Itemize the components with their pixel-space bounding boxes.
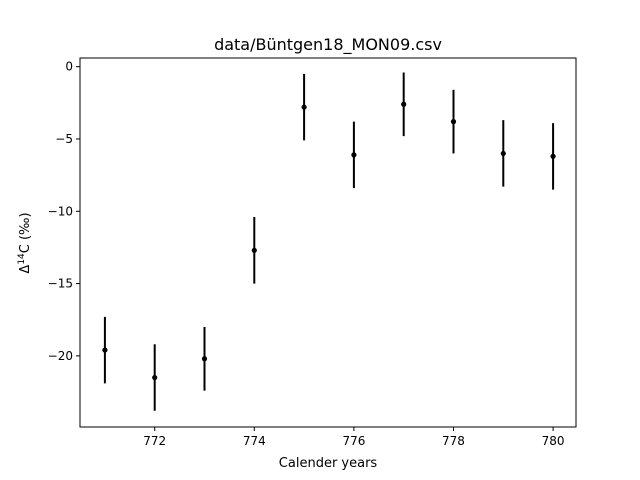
y-tick-label: −20 <box>48 349 73 363</box>
x-tick-label: 776 <box>342 434 365 448</box>
data-point <box>102 347 108 353</box>
data-point <box>450 119 457 125</box>
axes-frame <box>79 57 577 428</box>
data-point <box>351 152 357 158</box>
data-point <box>301 104 307 110</box>
y-axis-label-main: Δ <box>18 265 33 274</box>
y-tick-label: −5 <box>55 132 73 146</box>
data-point <box>550 153 556 159</box>
x-axis: 772 774 776 778 780 <box>143 427 565 448</box>
y-tick-label: −10 <box>48 204 73 218</box>
data-point <box>152 374 158 381</box>
y-axis-label-rest: C (‰) <box>18 212 33 253</box>
y-tick-label: 0 <box>65 60 73 74</box>
data-point <box>251 247 257 253</box>
x-tick-label: 772 <box>143 434 166 448</box>
data-point <box>500 150 506 157</box>
data-point <box>401 101 407 107</box>
y-axis: 0 −5 −10 −15 −20 <box>48 60 80 363</box>
x-tick-label: 780 <box>542 434 565 448</box>
x-tick-label: 774 <box>243 434 266 448</box>
x-axis-label: Calender years <box>279 456 378 471</box>
y-axis-label: Δ14C (‰) <box>17 212 33 273</box>
data-points <box>102 101 556 381</box>
chart-title: data/Büntgen18_MON09.csv <box>214 35 442 55</box>
y-axis-label-sup: 14 <box>17 253 27 265</box>
data-point <box>201 356 208 362</box>
x-tick-label: 778 <box>442 434 465 448</box>
y-tick-label: −15 <box>48 277 73 291</box>
